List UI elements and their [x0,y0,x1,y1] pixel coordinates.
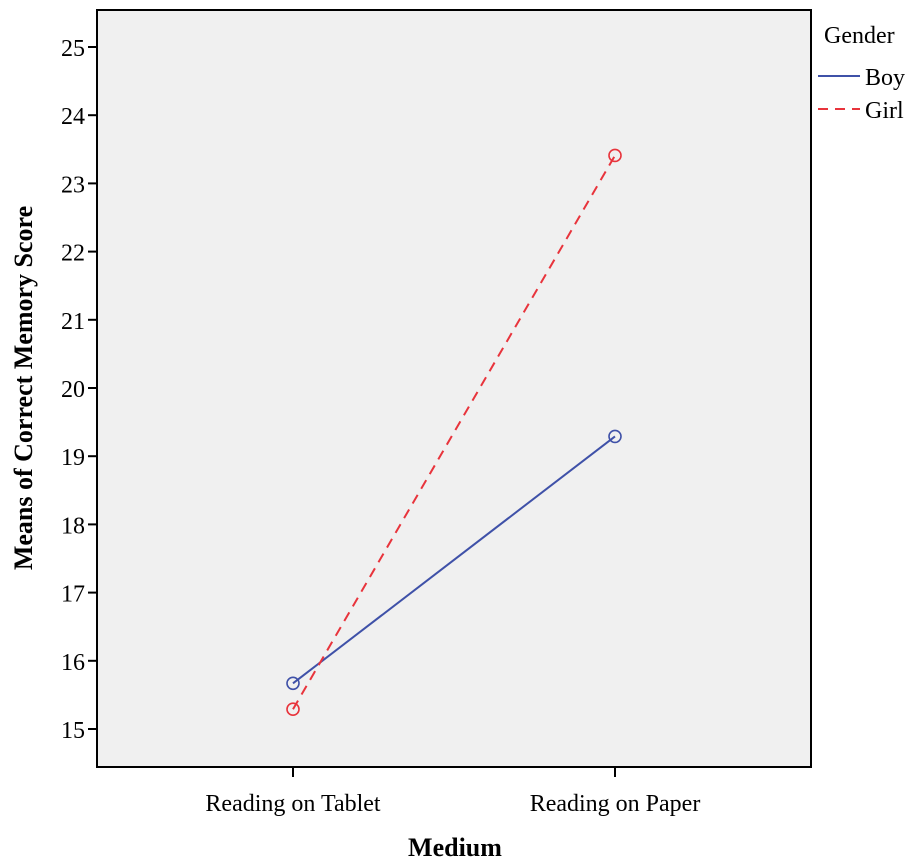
y-tick-label: 22 [61,241,85,267]
data-point-girl [608,148,622,163]
y-tick-label: 23 [61,172,85,198]
series-line-boy [292,435,616,685]
series-line-girl [292,154,616,710]
data-point-boy [286,676,300,691]
y-tick-label: 18 [61,513,85,539]
x-tick-label: Reading on Paper [530,791,701,817]
x-axis-ticks: Reading on Tablet Reading on Paper [205,767,700,817]
x-tick-label: Reading on Tablet [205,791,381,817]
y-tick-label: 20 [61,377,85,403]
y-axis-title: Means of Correct Memory Score [9,206,38,570]
legend-title: Gender [824,23,895,49]
y-tick-label: 17 [61,582,85,608]
y-tick-label: 25 [61,36,85,62]
series-layer [286,148,622,717]
legend-label-girl: Girl [865,98,904,124]
plot-area [96,9,812,768]
data-point-boy [608,429,622,444]
y-tick-label: 16 [61,650,85,676]
y-tick-label: 19 [61,445,85,471]
data-point-girl [286,702,300,717]
x-axis-title: Medium [408,833,502,860]
legend: Gender Boy Girl [818,23,905,124]
y-tick-label: 15 [61,718,85,744]
y-tick-label: 21 [61,309,85,335]
y-axis-ticks: 15 16 17 18 19 20 21 22 23 24 25 [61,36,97,744]
y-tick-label: 24 [61,104,85,130]
legend-label-boy: Boy [865,65,905,91]
legend-items: Boy Girl [818,65,905,124]
